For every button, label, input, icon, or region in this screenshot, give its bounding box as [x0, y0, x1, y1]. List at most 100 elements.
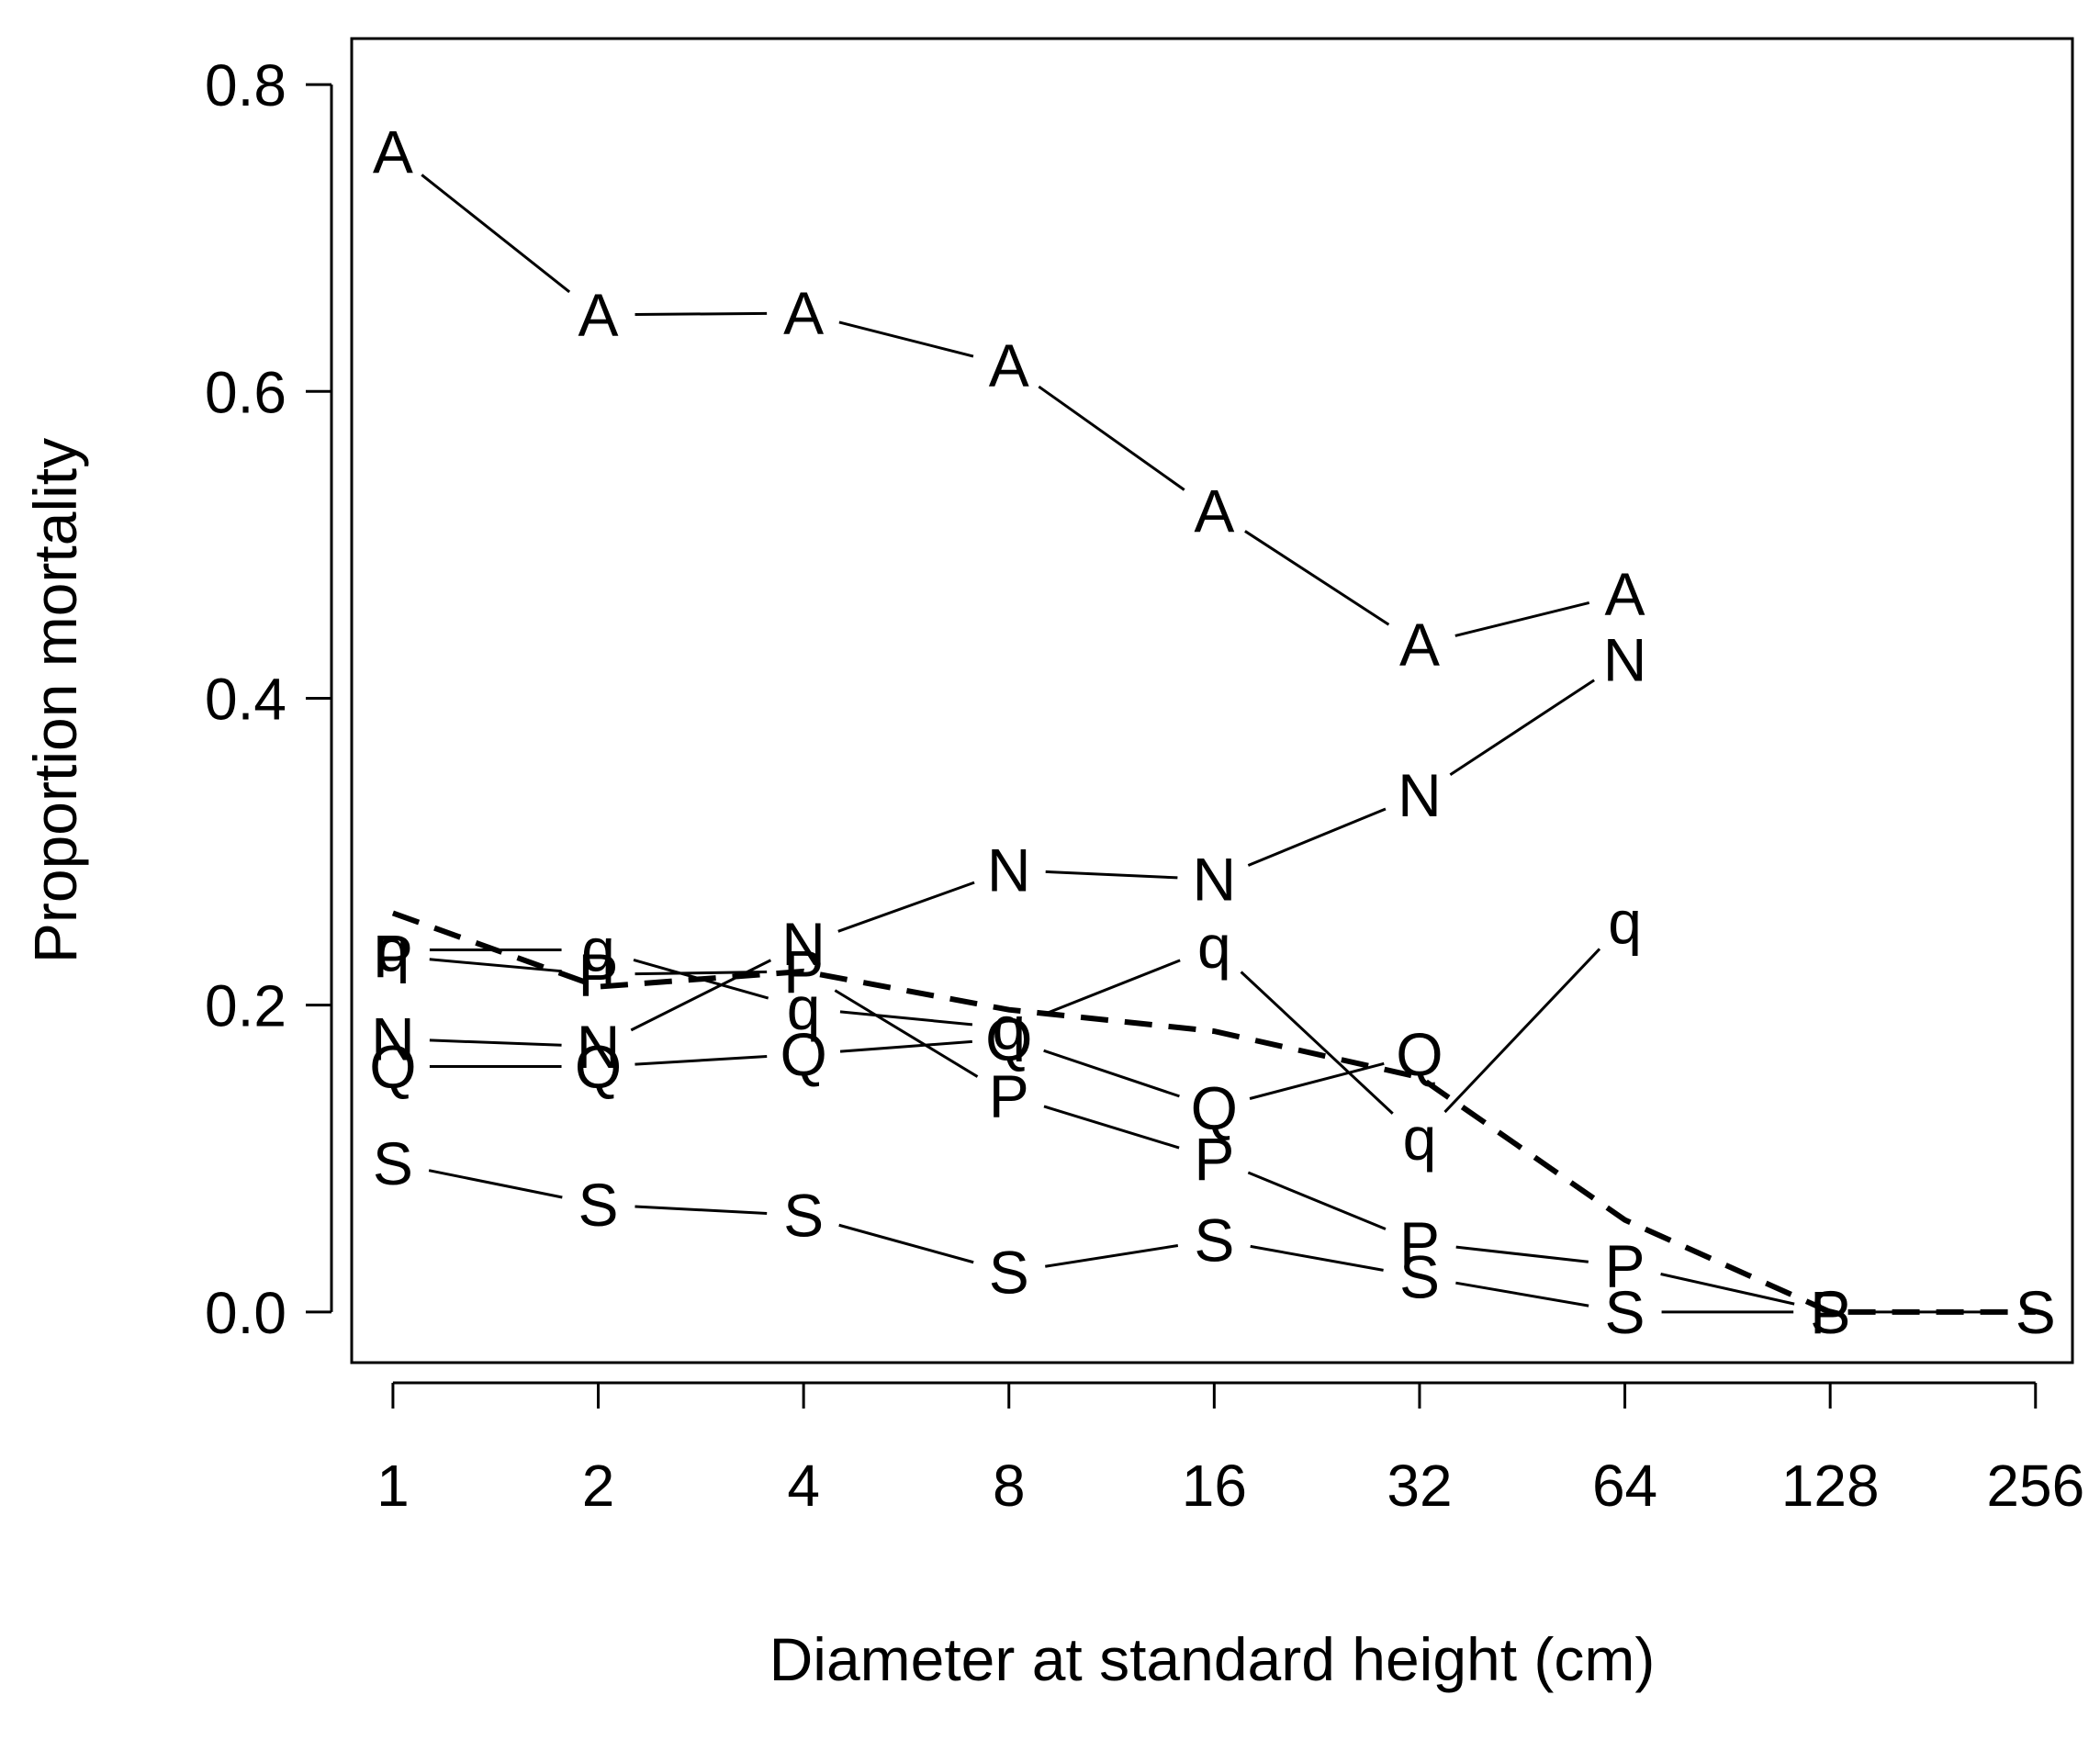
y-tick-label: 0.2 — [205, 973, 286, 1039]
point-marker-s: S — [373, 1129, 413, 1197]
x-tick-label: 16 — [1182, 1453, 1247, 1519]
series-segment-s — [428, 1169, 563, 1199]
point-marker-s: S — [2016, 1278, 2056, 1346]
x-tick-label: 256 — [1986, 1453, 2084, 1519]
series-segment-n — [1449, 679, 1595, 777]
point-marker-n: N — [371, 1005, 415, 1072]
series-lines — [391, 174, 2036, 1315]
point-marker-a: A — [1399, 611, 1440, 679]
point-marker-q: Q — [1191, 1074, 1238, 1142]
series-segment-q — [634, 1055, 768, 1066]
point-marker-q: Q — [780, 1020, 826, 1088]
point-marker-s: S — [1194, 1206, 1234, 1274]
x-tick-label: 1 — [376, 1453, 410, 1519]
series-segment-q — [1043, 1049, 1180, 1098]
point-marker-n: N — [781, 910, 825, 978]
point-marker-q: q — [581, 916, 615, 984]
x-tick-label: 8 — [993, 1453, 1026, 1519]
series-segment-a — [838, 320, 974, 358]
point-marker-a: A — [989, 331, 1029, 399]
point-marker-q: Q — [985, 1005, 1032, 1072]
point-marker-q: q — [992, 994, 1026, 1062]
series-segment-n — [1045, 870, 1178, 880]
point-marker-p: P — [989, 1061, 1029, 1129]
point-marker-n: N — [577, 1013, 621, 1081]
y-tick-label: 0.8 — [205, 52, 286, 118]
series-segment-p — [1043, 1105, 1180, 1150]
series-segment-p — [1247, 1171, 1387, 1230]
x-tick-label: 32 — [1387, 1453, 1452, 1519]
series-segment-p — [1455, 1245, 1589, 1263]
series-segment-p — [634, 971, 768, 976]
series-segment-q — [839, 1039, 972, 1053]
series-segment-n — [837, 881, 975, 933]
point-marker-s: S — [783, 1182, 824, 1250]
x-axis-label: Diameter at standard height (cm) — [769, 1625, 1656, 1693]
x-tick-label: 2 — [582, 1453, 615, 1519]
point-marker-a: A — [373, 118, 413, 186]
point-marker-n: N — [1603, 626, 1647, 694]
y-axis-label: Proportion mortality — [21, 438, 89, 963]
series-segment-a — [634, 311, 768, 316]
point-marker-q: Q — [575, 1033, 622, 1101]
point-marker-a: A — [1194, 477, 1234, 545]
point-marker-q: q — [376, 916, 410, 984]
series-segment-a — [1454, 601, 1590, 637]
y-tick-label: 0.0 — [205, 1280, 286, 1346]
plot-frame — [350, 37, 2074, 1364]
series-segment-s — [1455, 1281, 1589, 1308]
series-segment-q — [1240, 971, 1394, 1115]
point-marker-a: A — [783, 279, 824, 347]
series-segment-a — [1038, 385, 1185, 491]
point-marker-s: S — [1605, 1278, 1645, 1346]
point-marker-a: A — [578, 281, 619, 349]
series-segment-p — [429, 958, 562, 973]
series-segment-n — [1247, 807, 1387, 867]
x-tick-label: 64 — [1592, 1453, 1657, 1519]
series-segment-s — [634, 1205, 768, 1216]
x-tick-label: 128 — [1781, 1453, 1880, 1519]
x-tick-label: 4 — [787, 1453, 820, 1519]
point-marker-n: N — [1193, 846, 1237, 914]
point-marker-q: Q — [369, 1033, 416, 1101]
series-segment-q — [1443, 948, 1601, 1114]
point-marker-q: q — [1197, 913, 1231, 981]
series-segment-s — [1250, 1244, 1384, 1272]
point-marker-a: A — [1605, 560, 1645, 628]
y-tick-label: 0.4 — [205, 666, 286, 732]
point-marker-q: q — [1403, 1105, 1437, 1173]
axes: 1 2 4 8 16 32 64 128 256 0.0 0.2 0.4 0.6 0.8 — [205, 52, 2084, 1519]
y-tick-label: 0.6 — [205, 359, 286, 425]
series-segment-a — [421, 174, 571, 294]
series-segment-n — [429, 1038, 562, 1047]
series-segment-p — [1660, 1273, 1795, 1306]
point-marker-s: S — [989, 1238, 1029, 1306]
point-marker-p: P — [1194, 1125, 1234, 1193]
point-marker-p: P — [1605, 1232, 1645, 1300]
series-segment-s — [838, 1223, 974, 1264]
point-marker-p: P — [578, 940, 619, 1008]
series-segment-p — [834, 989, 979, 1078]
point-marker-q: q — [1608, 888, 1642, 956]
point-marker-s: S — [1399, 1242, 1440, 1310]
series-segment-q — [1249, 1061, 1385, 1100]
point-marker-p: P — [783, 937, 824, 1005]
point-marker-p: P — [373, 922, 413, 990]
point-marker-n: N — [1398, 761, 1442, 829]
point-marker-s: S — [1810, 1278, 1850, 1346]
point-marker-s: S — [578, 1171, 619, 1239]
series-line-overall — [391, 910, 2036, 1315]
point-marker-q: Q — [1396, 1020, 1443, 1088]
series-segment-q — [1042, 959, 1181, 1016]
series-segment-q — [839, 1010, 973, 1027]
point-marker-q: q — [787, 974, 821, 1042]
series-segment-s — [1045, 1244, 1179, 1268]
point-marker-p: P — [1810, 1278, 1850, 1346]
point-marker-n: N — [987, 836, 1031, 904]
series-segment-a — [1244, 530, 1390, 626]
point-marker-p: P — [1399, 1209, 1440, 1277]
